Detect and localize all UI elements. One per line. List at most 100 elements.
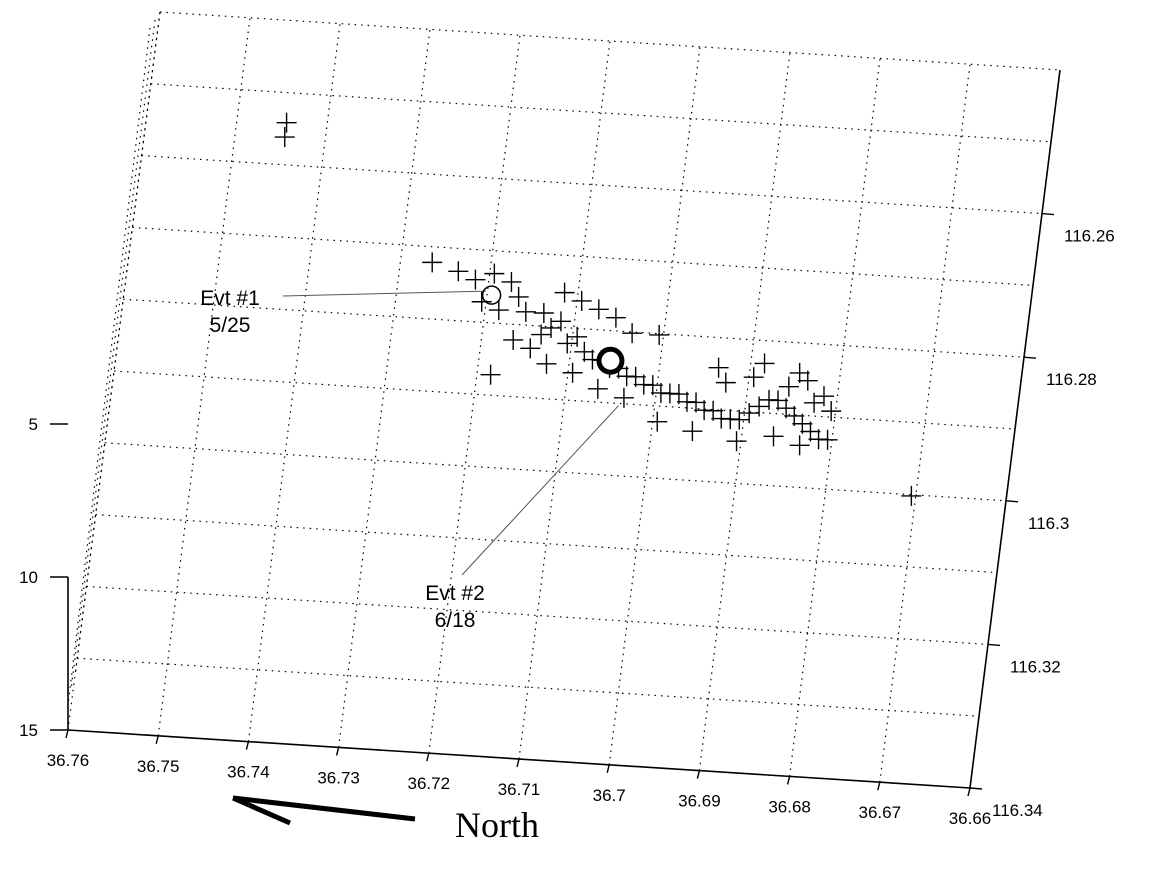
data-point	[488, 300, 509, 321]
data-point	[821, 401, 842, 422]
y-tick	[1023, 356, 1037, 359]
y-tick	[1005, 500, 1019, 503]
data-point	[508, 286, 529, 307]
grid-line	[113, 370, 1016, 430]
data-point	[531, 324, 552, 345]
x-tick-label: 36.74	[227, 763, 270, 782]
north-label: North	[455, 805, 539, 845]
data-point	[550, 311, 571, 332]
x-tick	[967, 787, 971, 797]
north-arrow	[231, 795, 416, 826]
x-tick-label: 36.68	[768, 797, 811, 816]
data-point	[274, 127, 295, 148]
x-tick	[696, 770, 701, 779]
x-tick	[786, 776, 791, 785]
data-point	[465, 269, 486, 290]
data-point	[574, 341, 595, 362]
grid-line	[104, 442, 1007, 502]
x-tick-label: 36.72	[408, 774, 451, 793]
data-point	[804, 392, 825, 413]
data-point	[571, 290, 592, 311]
data-point	[763, 426, 784, 447]
data-point	[682, 421, 703, 442]
y-tick	[1041, 212, 1055, 216]
x-tick-label: 36.75	[137, 757, 180, 776]
data-point	[776, 398, 797, 419]
north-arrow-barb	[231, 795, 292, 826]
data-point	[647, 411, 668, 432]
data-point	[817, 429, 838, 450]
data-point	[622, 323, 643, 344]
grid-lines	[67, 11, 1061, 789]
evt2-leader	[461, 405, 619, 576]
data-point	[715, 372, 736, 393]
data-point	[503, 329, 524, 350]
grid-line	[123, 298, 1025, 358]
grid-line	[428, 35, 521, 754]
grid-line	[247, 23, 341, 742]
grid-line	[86, 585, 989, 645]
grid-line	[141, 155, 1043, 215]
data-point	[754, 353, 775, 374]
data-point	[422, 252, 443, 273]
data-point	[768, 390, 789, 411]
grid-line	[518, 40, 611, 760]
x-tick-label: 36.71	[498, 780, 541, 799]
grid-line	[95, 514, 998, 574]
y-tick-label: 116.34	[992, 801, 1043, 820]
data-point	[515, 301, 536, 322]
evt1-label: Evt #1	[200, 287, 260, 310]
data-points	[274, 112, 922, 506]
data-point	[901, 485, 922, 506]
x-tick-label: 36.67	[859, 803, 902, 822]
evt2-marker	[601, 351, 620, 370]
tick-labels: 36.76 36.75 36.74 36.73 36.72 36.71 36.7 36.69 3…	[19, 212, 1115, 828]
evt1-marker	[481, 285, 502, 305]
data-point	[501, 271, 522, 292]
x-tick-label: 36.73	[317, 768, 360, 787]
evt2-label: Evt #2	[425, 582, 485, 605]
north-arrow-shaft	[232, 795, 416, 822]
z-tick-label: 10	[19, 568, 38, 587]
annotation-leaders	[282, 290, 619, 576]
data-point	[587, 378, 608, 399]
x-tick-label: 36.69	[678, 792, 721, 811]
x-tick	[335, 747, 340, 756]
data-point	[480, 364, 501, 385]
data-point	[668, 384, 689, 405]
data-point	[708, 357, 729, 378]
evt1-date: 5/25	[210, 314, 251, 337]
data-point	[448, 261, 469, 282]
y-tick-label: 116.28	[1046, 370, 1097, 389]
data-point	[797, 370, 818, 391]
data-point	[792, 413, 813, 434]
data-point	[686, 392, 707, 413]
y-tick-label: 116.26	[1064, 227, 1115, 246]
y-tick	[987, 643, 1001, 647]
x-tick-label: 36.76	[47, 751, 90, 770]
data-point	[562, 362, 583, 383]
data-point	[789, 435, 810, 456]
data-point	[276, 112, 297, 133]
event-markers	[481, 285, 625, 375]
data-point	[642, 375, 663, 396]
data-point	[471, 291, 492, 312]
x-tick	[606, 764, 610, 773]
grid-line	[132, 226, 1034, 286]
z-tick-label: 15	[19, 721, 38, 740]
z-tick-label: 5	[29, 415, 38, 434]
grid-line	[74, 11, 161, 677]
evt1-leader	[282, 290, 486, 297]
data-point	[533, 303, 554, 323]
grid-line	[338, 29, 431, 748]
x-tick	[516, 758, 520, 768]
grid-line	[67, 27, 151, 706]
data-point	[703, 400, 724, 421]
data-point	[726, 431, 747, 452]
data-point	[613, 387, 634, 408]
data-point	[789, 362, 810, 383]
data-point	[567, 326, 588, 347]
y-tick-label: 116.32	[1010, 657, 1061, 676]
x-tick	[155, 735, 159, 744]
data-point	[605, 307, 626, 328]
